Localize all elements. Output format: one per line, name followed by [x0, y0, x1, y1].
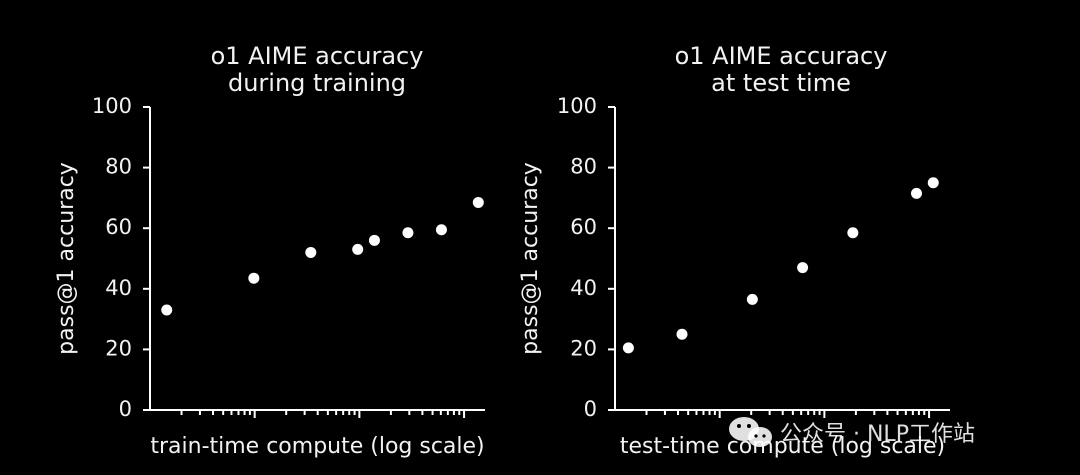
- x-axis-label: test-time compute (log scale): [620, 434, 945, 459]
- data-point: [352, 243, 364, 255]
- data-point: [248, 272, 260, 284]
- y-tick-label: 80: [105, 155, 132, 179]
- chart-title-line: o1 AIME accuracy: [675, 42, 888, 70]
- chart-title-line: o1 AIME accuracy: [211, 42, 424, 70]
- data-point: [911, 187, 922, 199]
- x-axis-label: train-time compute (log scale): [150, 434, 484, 459]
- chart-title-line: during training: [228, 69, 406, 97]
- data-point: [797, 262, 809, 274]
- y-tick-label: 60: [570, 215, 597, 239]
- y-tick-label: 100: [557, 94, 597, 118]
- y-tick-label: 0: [584, 397, 597, 421]
- data-point: [368, 234, 380, 246]
- y-axis-label: pass@1 accuracy: [518, 162, 543, 355]
- data-point: [847, 227, 859, 239]
- data-point: [161, 304, 173, 316]
- data-point: [676, 328, 688, 340]
- chart-title-line: at test time: [711, 69, 851, 97]
- data-point: [472, 196, 484, 208]
- watermark: 公众号 · NLP工作站: [729, 417, 975, 447]
- wechat-icon: [729, 417, 772, 447]
- data-point: [622, 342, 634, 354]
- y-tick-label: 40: [570, 276, 597, 300]
- y-tick-label: 40: [105, 276, 132, 300]
- data-point: [746, 293, 758, 305]
- y-tick-label: 100: [92, 94, 132, 118]
- watermark-text: 公众号 · NLP工作站: [780, 422, 975, 447]
- y-tick-label: 80: [570, 155, 597, 179]
- y-tick-label: 20: [105, 336, 132, 360]
- y-axis-label: pass@1 accuracy: [54, 162, 79, 355]
- y-tick-label: 0: [119, 397, 132, 421]
- data-point: [435, 224, 447, 236]
- data-point: [305, 246, 317, 258]
- y-tick-label: 20: [570, 336, 597, 360]
- data-point: [927, 177, 939, 189]
- data-point: [402, 227, 414, 239]
- y-tick-label: 60: [105, 215, 132, 239]
